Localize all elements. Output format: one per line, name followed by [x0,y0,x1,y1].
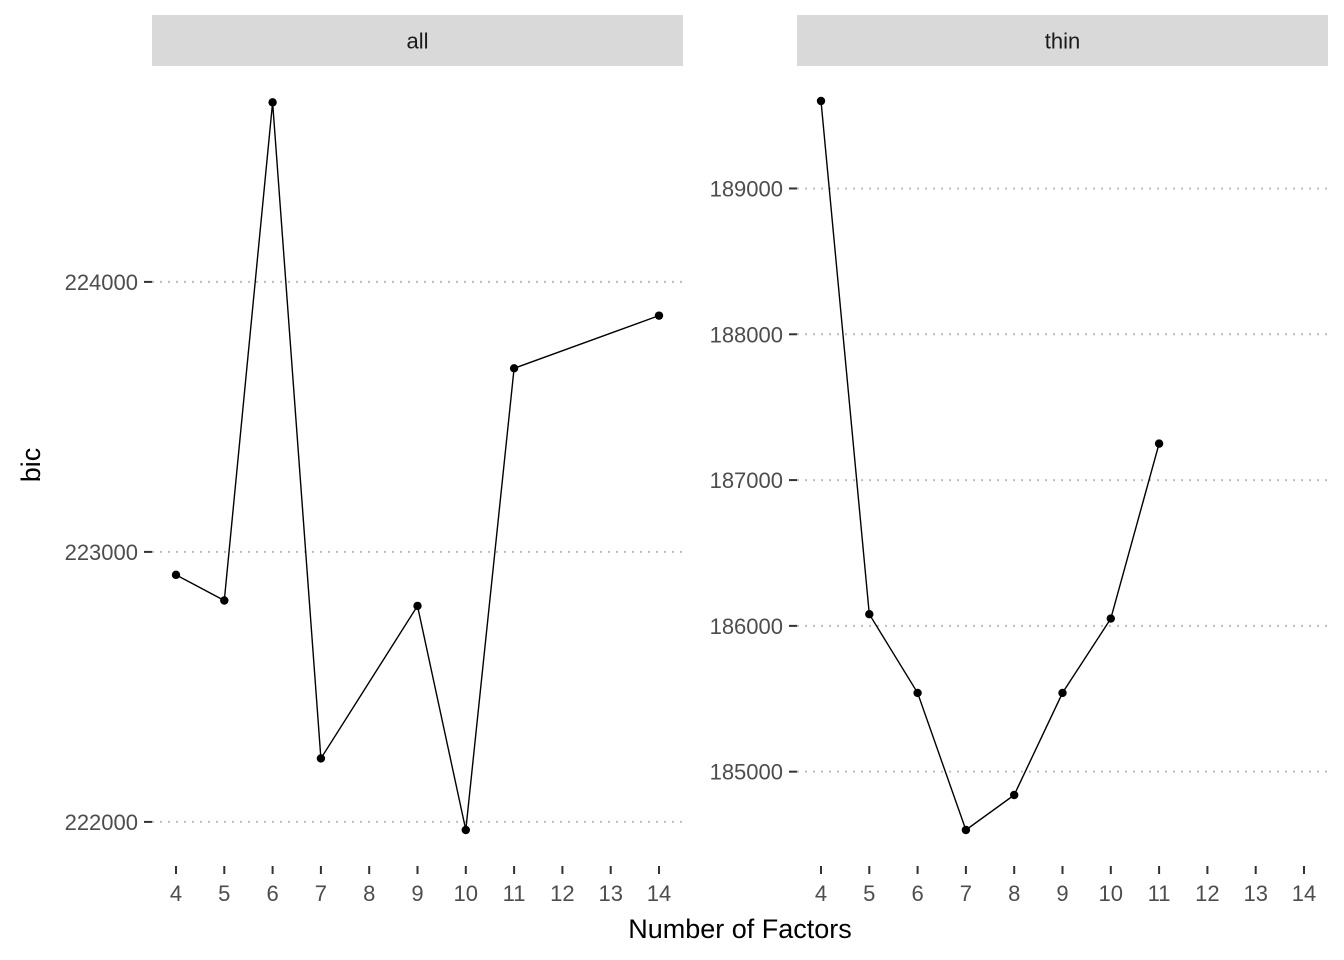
data-point [654,311,664,320]
x-tick-label: 7 [315,881,327,906]
y-tick-label: 185000 [710,760,783,785]
x-tick-label: 11 [503,881,526,906]
facet-strip-label: all [406,29,428,54]
x-tick-label: 9 [411,881,423,906]
x-tick-label: 4 [170,881,182,906]
x-tick-label: 10 [1099,881,1123,906]
facet-strip [152,15,683,66]
x-tick-label: 9 [1056,881,1068,906]
x-tick-label: 8 [1008,881,1020,906]
x-tick-label: 6 [911,881,923,906]
y-axis-title: bic [16,448,46,483]
x-tick-label: 6 [266,881,278,906]
data-point [509,364,519,373]
x-tick-label: 7 [960,881,972,906]
data-point [1058,688,1067,698]
series-line [175,102,660,831]
facet-strip-label: thin [1045,29,1080,54]
data-point [171,570,181,580]
panel-thin: thin 185000 186000 187000 188000 189000 4 5 6 7 8 9… [710,15,1328,906]
x-tick-label: 13 [1243,881,1267,906]
x-tick-label: 14 [1292,881,1316,906]
y-tick-label: 222000 [65,810,138,835]
x-tick-label: 8 [363,881,375,906]
y-tick-label: 223000 [65,540,138,565]
x-tick-label: 5 [218,881,230,906]
x-tick-label: 4 [815,881,827,906]
data-point [816,96,826,106]
x-tick-label: 13 [598,881,622,906]
data-point [268,98,277,107]
x-tick-label: 12 [550,881,574,906]
y-tick-label: 186000 [710,614,783,639]
data-point [316,754,326,763]
data-point [961,825,971,835]
data-point [865,610,874,619]
x-tick-label: 14 [647,881,671,906]
series-line [820,100,1160,832]
data-point [413,601,422,611]
data-point [1010,790,1019,800]
x-tick-label: 10 [454,881,478,906]
data-point [220,596,229,605]
data-point [913,688,922,698]
x-axis-title: Number of Factors [628,914,852,944]
x-tick-label: 5 [863,881,875,906]
x-tick-label: 12 [1195,881,1219,906]
y-tick-label: 188000 [710,322,783,347]
data-point [1154,439,1164,448]
facet-strip [797,15,1328,66]
y-tick-label: 189000 [710,176,783,201]
y-tick-label: 187000 [710,468,783,493]
y-tick-label: 224000 [65,270,138,295]
data-point [1106,614,1116,623]
data-point [461,825,470,835]
panel-all: all 222000 223000 224000 4 5 6 7 8 9 10 11 12 13 14 [65,15,683,906]
x-tick-label: 11 [1148,881,1171,906]
